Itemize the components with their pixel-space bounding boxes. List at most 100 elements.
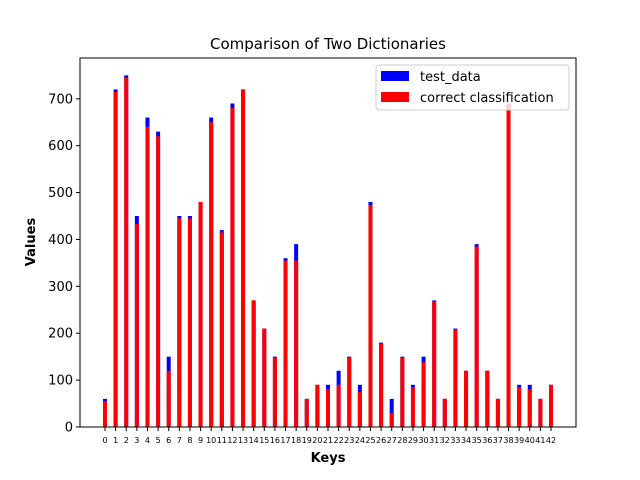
- y-tick-label-100: 100: [48, 374, 73, 389]
- chart-title: Comparison of Two Dictionaries: [210, 35, 446, 53]
- legend-label-correct-classification: correct classification: [420, 91, 554, 106]
- bar-correct-classification-10: [209, 122, 214, 428]
- bar-correct-classification-21: [326, 389, 330, 427]
- bar-correct-classification-28: [400, 357, 405, 427]
- x-tick-label-6: 6: [166, 436, 171, 445]
- x-tick-label-0: 0: [102, 436, 107, 445]
- legend-swatch-correct-classification: [381, 92, 409, 102]
- bar-correct-classification-36: [485, 370, 490, 427]
- x-tick-label-27: 27: [387, 436, 397, 445]
- x-tick-label-39: 39: [514, 436, 524, 445]
- x-tick-label-42: 42: [546, 436, 556, 445]
- x-tick-label-29: 29: [408, 436, 418, 445]
- legend-label-test-data: test_data: [420, 70, 481, 85]
- y-tick-label-500: 500: [48, 186, 73, 201]
- x-tick-label-18: 18: [291, 436, 301, 445]
- x-tick-label-8: 8: [187, 436, 192, 445]
- x-tick-label-28: 28: [397, 436, 407, 445]
- bar-correct-classification-30: [421, 362, 426, 427]
- bar-correct-classification-17: [283, 260, 288, 427]
- x-tick-label-23: 23: [344, 436, 354, 445]
- x-tick-label-14: 14: [249, 436, 259, 445]
- x-tick-label-4: 4: [145, 436, 150, 445]
- x-tick-label-35: 35: [472, 436, 482, 445]
- bars-group: [103, 75, 553, 428]
- bar-correct-classification-18: [294, 260, 299, 427]
- x-tick-label-11: 11: [217, 436, 227, 445]
- bar-correct-classification-39: [517, 387, 522, 427]
- x-tick-label-12: 12: [227, 436, 237, 445]
- x-tick-label-38: 38: [503, 436, 513, 445]
- bar-correct-classification-8: [187, 218, 192, 427]
- x-tick-label-24: 24: [355, 436, 365, 445]
- bar-correct-classification-38: [506, 103, 511, 427]
- x-tick-label-31: 31: [429, 436, 439, 445]
- bar-correct-classification-4: [145, 126, 150, 428]
- bar-correct-classification-12: [230, 108, 235, 428]
- x-tick-label-21: 21: [323, 436, 333, 445]
- x-tick-label-15: 15: [259, 436, 269, 445]
- bar-correct-classification-42: [549, 384, 553, 427]
- x-tick-label-41: 41: [535, 436, 545, 445]
- x-tick-label-3: 3: [134, 436, 139, 445]
- bar-correct-classification-40: [527, 389, 532, 427]
- bar-correct-classification-35: [474, 246, 479, 427]
- bar-correct-classification-26: [379, 343, 384, 427]
- y-tick-label-600: 600: [48, 139, 73, 154]
- x-tick-label-13: 13: [238, 436, 248, 445]
- bar-correct-classification-32: [442, 398, 447, 427]
- bar-correct-classification-37: [495, 398, 500, 427]
- x-tick-label-36: 36: [482, 436, 492, 445]
- bar-correct-classification-24: [357, 391, 362, 427]
- bar-correct-classification-11: [219, 232, 224, 427]
- bar-correct-classification-1: [113, 91, 118, 427]
- bar-correct-classification-31: [432, 301, 437, 427]
- bar-correct-classification-0: [103, 401, 107, 427]
- x-tick-label-25: 25: [365, 436, 375, 445]
- y-tick-label-700: 700: [48, 92, 73, 107]
- bar-correct-classification-20: [315, 384, 320, 427]
- bar-correct-classification-5: [156, 136, 161, 428]
- x-tick-label-19: 19: [302, 436, 312, 445]
- x-tick-label-1: 1: [113, 436, 118, 445]
- bar-correct-classification-29: [410, 387, 415, 427]
- x-tick-label-10: 10: [206, 436, 216, 445]
- legend: test_data correct classification: [375, 64, 570, 111]
- x-tick-label-32: 32: [440, 436, 450, 445]
- bar-correct-classification-25: [368, 205, 373, 427]
- y-tick-label-200: 200: [48, 327, 73, 342]
- x-tick-label-5: 5: [156, 436, 161, 445]
- x-tick-label-33: 33: [450, 436, 460, 445]
- bar-correct-classification-33: [453, 329, 458, 427]
- x-tick-label-9: 9: [198, 436, 203, 445]
- x-tick-label-20: 20: [312, 436, 322, 445]
- x-axis: 0 1 2 3 4 5 6 7 8 9 10 11 12 13 14 15 16 17 18 19 20 21 22 23 24…: [102, 427, 556, 445]
- bar-correct-classification-27: [389, 412, 394, 427]
- legend-swatch-test-data: [381, 71, 409, 81]
- y-tick-label-300: 300: [48, 280, 73, 295]
- x-tick-label-22: 22: [334, 436, 344, 445]
- bar-correct-classification-7: [177, 218, 182, 427]
- x-tick-label-16: 16: [270, 436, 280, 445]
- y-tick-label-400: 400: [48, 233, 73, 248]
- x-tick-label-26: 26: [376, 436, 386, 445]
- legend-box: [375, 64, 570, 111]
- x-axis-label: Keys: [311, 451, 346, 466]
- bar-correct-classification-41: [538, 398, 543, 427]
- bar-correct-classification-9: [198, 201, 203, 427]
- x-tick-label-2: 2: [124, 436, 129, 445]
- y-axis: 0 100 200 300 400 500 600 700: [48, 92, 80, 436]
- x-tick-label-37: 37: [493, 436, 503, 445]
- x-tick-label-30: 30: [418, 436, 428, 445]
- bar-correct-classification-22: [336, 384, 341, 427]
- bar-correct-classification-13: [241, 89, 246, 427]
- bar-correct-classification-23: [347, 357, 352, 427]
- bar-correct-classification-19: [304, 398, 309, 427]
- bar-correct-classification-14: [251, 300, 256, 427]
- bar-correct-classification-16: [272, 357, 277, 427]
- bar-correct-classification-3: [134, 223, 139, 427]
- bar-correct-classification-15: [262, 328, 267, 427]
- x-tick-label-34: 34: [461, 436, 471, 445]
- x-tick-label-17: 17: [280, 436, 290, 445]
